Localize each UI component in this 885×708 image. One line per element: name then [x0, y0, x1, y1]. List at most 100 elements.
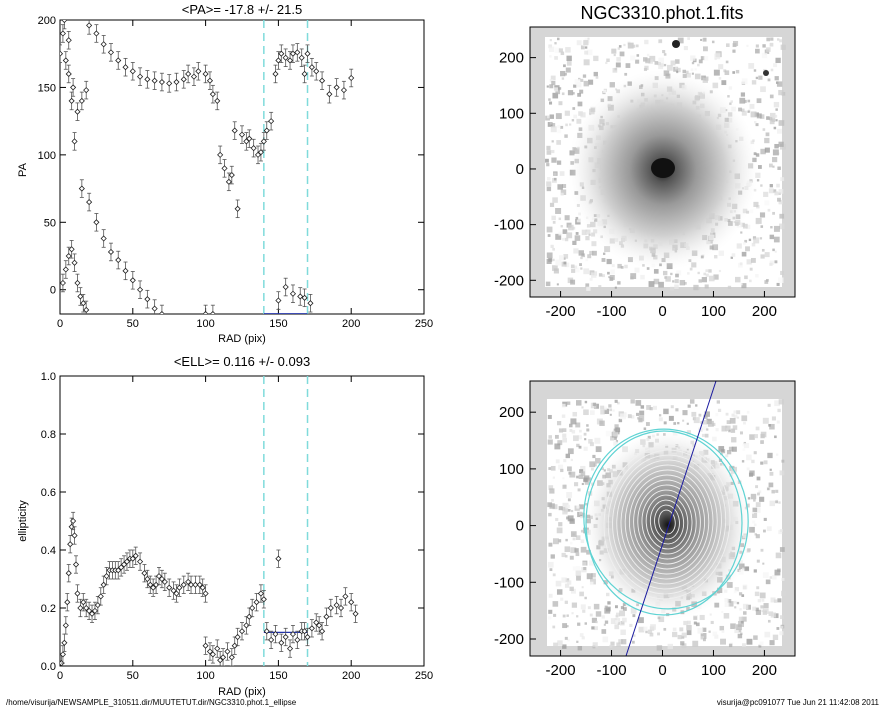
img-x-tick-label: 0: [658, 303, 666, 320]
data-point: [180, 70, 187, 89]
contour: [641, 489, 693, 555]
data-point: [337, 598, 345, 618]
pa-xlabel: RAD (pix): [218, 333, 266, 345]
data-point: [129, 271, 136, 290]
data-point: [151, 71, 158, 90]
pa-title: <PA>= -17.8 +/- 21.5: [182, 2, 302, 17]
galaxy-image-panel: NGC3310.phot.1.fits -200 -100 0 100 200-200-…: [494, 3, 796, 320]
data-point: [327, 598, 334, 618]
contour: [620, 464, 714, 580]
data-point: [72, 555, 80, 574]
data-point: [62, 260, 69, 279]
img-x-tick-label: -100: [597, 662, 627, 679]
data-point: [65, 31, 72, 50]
data-point: [137, 67, 144, 86]
data-point: [118, 558, 125, 577]
data-point: [297, 287, 304, 306]
data-point: [93, 24, 100, 43]
isophote-image-panel: -200 -100 0 100 200 -200 -100 0 100 200: [494, 380, 796, 679]
ell-axes: 0 50 100 150 200 250 0.0 0.2 0.4 0.6 0.8 1.0: [41, 371, 433, 682]
data-point: [348, 68, 355, 88]
data-point: [308, 57, 315, 77]
x-tick-label: 0: [57, 670, 63, 682]
data-point: [100, 35, 107, 54]
data-point: [319, 71, 326, 90]
data-point: [206, 642, 214, 661]
data-point: [122, 261, 129, 281]
image2-axes: -200 -100 0 100 200 -200 -100 0 100 200: [494, 404, 777, 679]
data-point: [294, 630, 301, 649]
data-point: [86, 20, 93, 35]
galaxy-image: [530, 27, 795, 297]
data-point: [61, 633, 68, 652]
contour: [649, 499, 685, 545]
data-point: [64, 593, 71, 612]
img-y-tick-label: -200: [494, 631, 524, 648]
data-point: [209, 645, 216, 664]
data-point: [289, 625, 297, 644]
data-point: [272, 625, 279, 644]
data-point: [71, 253, 78, 272]
data-point: [209, 304, 216, 314]
data-point: [278, 44, 285, 63]
data-point: [86, 601, 93, 620]
data-point: [304, 627, 311, 647]
contour: [645, 494, 689, 550]
img-x-tick-label: -200: [546, 303, 576, 320]
footer-stamp: visurija@pc091077 Tue Jun 21 11:42:08 20…: [716, 698, 879, 707]
img-x-tick-label: -100: [597, 303, 627, 320]
data-point: [214, 639, 221, 658]
img-x-tick-label: 200: [752, 303, 777, 320]
pa-axes: 0 50 100 150 200 250 0 50 100 150 200: [38, 15, 434, 330]
y-tick-label: 1.0: [41, 371, 56, 383]
data-point: [238, 125, 246, 144]
ell-ylabel: ellipticity: [17, 500, 29, 542]
data-point: [202, 584, 209, 603]
data-point: [77, 598, 84, 618]
data-point: [263, 622, 270, 641]
x-tick-label: 50: [127, 318, 139, 330]
data-point: [144, 289, 151, 309]
data-point: [243, 616, 250, 635]
data-point: [234, 627, 241, 647]
y-tick-label: 0.0: [41, 661, 56, 673]
img-y-tick-label: -100: [494, 574, 524, 591]
ell-xlabel: RAD (pix): [218, 686, 266, 698]
data-point: [68, 240, 75, 259]
data-point: [326, 84, 333, 104]
contour: [612, 454, 722, 590]
footer-path: /home/visurija/NEWSAMPLE_310511.dir/MUUT…: [6, 698, 297, 707]
y-tick-label: 150: [38, 82, 56, 94]
img-x-tick-label: 0: [658, 662, 666, 679]
isophote-contours: [603, 444, 731, 600]
data-point: [224, 642, 231, 661]
outer-ellipse-1: [585, 430, 743, 616]
ell-frame: [59, 375, 425, 667]
data-point: [260, 590, 267, 609]
contour: [654, 504, 680, 540]
data-point: [185, 64, 192, 84]
data-point: [137, 280, 144, 299]
x-tick-label: 200: [342, 318, 360, 330]
x-tick-label: 50: [127, 670, 139, 682]
y-tick-label: 0.2: [41, 603, 56, 615]
y-tick-label: 0.4: [41, 545, 56, 557]
img-y-tick-label: 0: [516, 161, 524, 178]
contour: [607, 449, 727, 595]
data-point: [120, 555, 128, 574]
data-point: [275, 291, 282, 310]
data-point: [282, 277, 289, 297]
data-point: [60, 645, 66, 664]
x-tick-label: 100: [196, 670, 214, 682]
data-point: [228, 648, 235, 666]
data-point: [155, 567, 163, 586]
data-point: [253, 593, 260, 612]
data-point: [272, 64, 279, 84]
image-title: NGC3310.phot.1.fits: [580, 3, 743, 23]
data-point: [166, 74, 173, 93]
data-point: [268, 630, 275, 649]
data-point: [107, 242, 115, 262]
data-point: [195, 62, 202, 81]
img-y-tick-label: -100: [494, 217, 524, 234]
data-point: [78, 179, 85, 198]
